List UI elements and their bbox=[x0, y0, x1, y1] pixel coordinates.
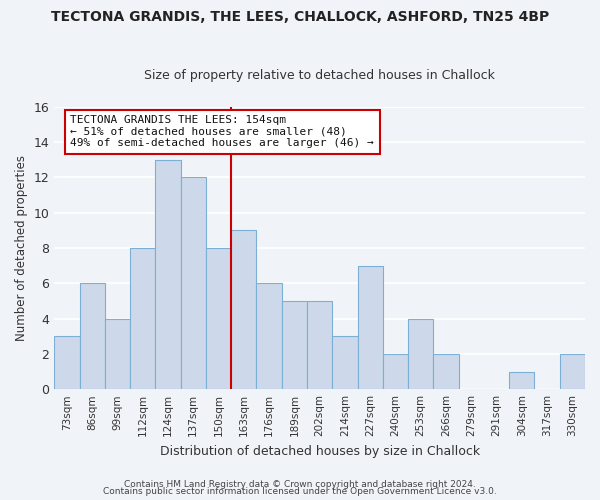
Text: Contains public sector information licensed under the Open Government Licence v3: Contains public sector information licen… bbox=[103, 487, 497, 496]
Bar bbox=[307, 301, 332, 389]
Bar bbox=[433, 354, 458, 389]
Text: TECTONA GRANDIS, THE LEES, CHALLOCK, ASHFORD, TN25 4BP: TECTONA GRANDIS, THE LEES, CHALLOCK, ASH… bbox=[51, 10, 549, 24]
X-axis label: Distribution of detached houses by size in Challock: Distribution of detached houses by size … bbox=[160, 444, 480, 458]
Bar bbox=[54, 336, 80, 389]
Bar bbox=[105, 318, 130, 389]
Bar bbox=[231, 230, 256, 389]
Bar bbox=[332, 336, 358, 389]
Bar bbox=[206, 248, 231, 389]
Bar bbox=[80, 284, 105, 389]
Bar bbox=[358, 266, 383, 389]
Text: Contains HM Land Registry data © Crown copyright and database right 2024.: Contains HM Land Registry data © Crown c… bbox=[124, 480, 476, 489]
Bar bbox=[181, 178, 206, 389]
Y-axis label: Number of detached properties: Number of detached properties bbox=[15, 155, 28, 341]
Bar bbox=[130, 248, 155, 389]
Bar bbox=[408, 318, 433, 389]
Bar bbox=[383, 354, 408, 389]
Bar bbox=[560, 354, 585, 389]
Bar bbox=[509, 372, 535, 389]
Bar bbox=[282, 301, 307, 389]
Text: TECTONA GRANDIS THE LEES: 154sqm
← 51% of detached houses are smaller (48)
49% o: TECTONA GRANDIS THE LEES: 154sqm ← 51% o… bbox=[70, 115, 374, 148]
Title: Size of property relative to detached houses in Challock: Size of property relative to detached ho… bbox=[144, 69, 495, 82]
Bar bbox=[155, 160, 181, 389]
Bar bbox=[256, 284, 282, 389]
